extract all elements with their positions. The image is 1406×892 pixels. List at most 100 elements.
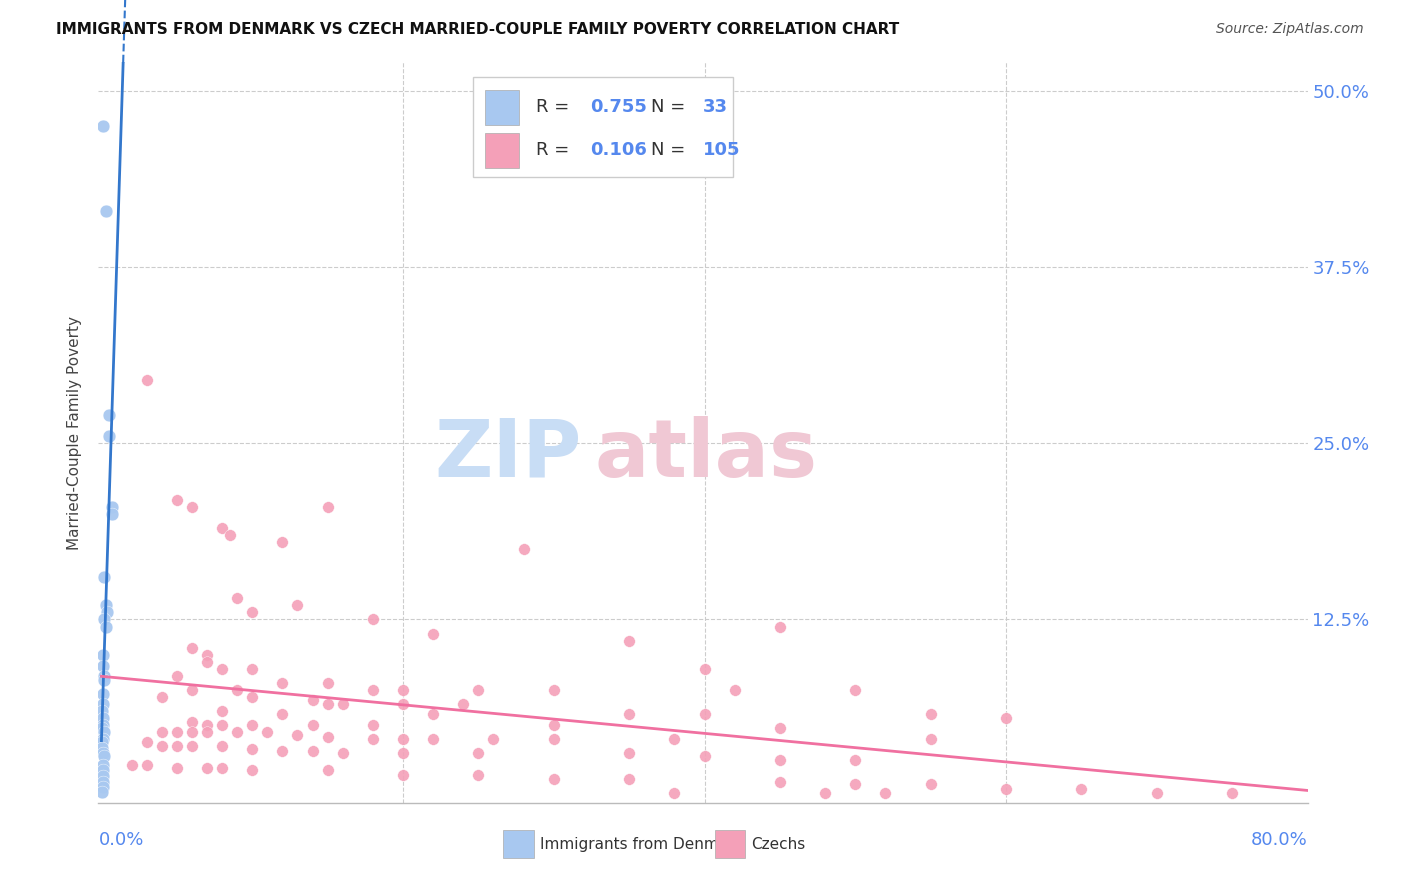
FancyBboxPatch shape <box>485 90 519 126</box>
Point <box>93 570 115 584</box>
Point <box>543 683 565 698</box>
Point <box>91 648 114 662</box>
Point <box>316 730 339 744</box>
Point <box>332 747 354 761</box>
Point <box>226 591 249 606</box>
Point <box>150 725 173 739</box>
Text: 33: 33 <box>703 98 728 116</box>
Point <box>211 662 233 676</box>
Point <box>218 528 240 542</box>
Point <box>166 739 188 754</box>
Point <box>287 599 309 613</box>
Text: N =: N = <box>651 98 690 116</box>
Point <box>617 747 640 761</box>
Point <box>93 673 115 687</box>
Point <box>91 757 114 772</box>
Point <box>180 500 202 514</box>
Point <box>91 740 114 755</box>
Point <box>392 697 415 711</box>
Point <box>844 683 866 698</box>
Point <box>135 735 157 749</box>
Point <box>693 662 716 676</box>
Point <box>814 786 837 800</box>
Point <box>94 203 117 218</box>
Point <box>91 711 114 725</box>
Point <box>91 718 114 732</box>
Point <box>240 742 263 756</box>
Point <box>91 732 114 747</box>
Point <box>769 774 792 789</box>
Point <box>543 772 565 786</box>
Text: N =: N = <box>651 141 690 159</box>
Point <box>693 749 716 764</box>
Point <box>422 732 444 747</box>
Point <box>91 769 114 783</box>
Point <box>361 732 384 747</box>
Point <box>91 735 114 749</box>
Point <box>150 739 173 754</box>
Point <box>195 648 218 662</box>
Point <box>135 757 157 772</box>
Point <box>301 693 323 707</box>
Point <box>316 764 339 778</box>
Point <box>98 429 121 443</box>
Point <box>93 669 115 683</box>
Point <box>392 747 415 761</box>
Point <box>1220 786 1243 800</box>
Point <box>844 777 866 791</box>
Point <box>271 535 294 549</box>
Text: IMMIGRANTS FROM DENMARK VS CZECH MARRIED-COUPLE FAMILY POVERTY CORRELATION CHART: IMMIGRANTS FROM DENMARK VS CZECH MARRIED… <box>56 22 900 37</box>
Point <box>995 781 1018 796</box>
Point <box>211 739 233 754</box>
Point <box>180 725 202 739</box>
Text: R =: R = <box>536 141 575 159</box>
Point <box>361 683 384 698</box>
Point <box>91 774 114 789</box>
Point <box>226 683 249 698</box>
Point <box>769 754 792 768</box>
Point <box>287 728 309 742</box>
Point <box>467 767 489 781</box>
Point <box>94 619 117 633</box>
Text: 0.106: 0.106 <box>591 141 647 159</box>
Text: Source: ZipAtlas.com: Source: ZipAtlas.com <box>1216 22 1364 37</box>
Point <box>361 612 384 626</box>
Point <box>240 764 263 778</box>
Point <box>769 721 792 735</box>
Point <box>91 704 114 718</box>
Point <box>91 721 114 735</box>
FancyBboxPatch shape <box>503 830 534 858</box>
Point <box>392 767 415 781</box>
Point <box>271 744 294 758</box>
Point <box>920 706 942 721</box>
Point <box>316 697 339 711</box>
Point <box>180 683 202 698</box>
Point <box>94 599 117 613</box>
Point <box>543 732 565 747</box>
Point <box>101 500 124 514</box>
Text: ZIP: ZIP <box>434 416 582 494</box>
Point <box>91 764 114 778</box>
FancyBboxPatch shape <box>716 830 745 858</box>
Point <box>995 711 1018 725</box>
Point <box>664 786 686 800</box>
Point <box>844 754 866 768</box>
Text: Czechs: Czechs <box>751 837 806 852</box>
Text: atlas: atlas <box>595 416 817 494</box>
Point <box>91 697 114 711</box>
Point <box>166 760 188 774</box>
Point <box>316 500 339 514</box>
Point <box>211 704 233 718</box>
Point <box>121 757 143 772</box>
Point <box>920 732 942 747</box>
Point <box>211 718 233 732</box>
Point <box>195 725 218 739</box>
Point <box>467 747 489 761</box>
Text: Immigrants from Denmark: Immigrants from Denmark <box>540 837 744 852</box>
Point <box>1070 781 1092 796</box>
Point <box>180 715 202 730</box>
Point <box>361 718 384 732</box>
Point <box>240 690 263 704</box>
Text: 105: 105 <box>703 141 741 159</box>
Point <box>301 718 323 732</box>
